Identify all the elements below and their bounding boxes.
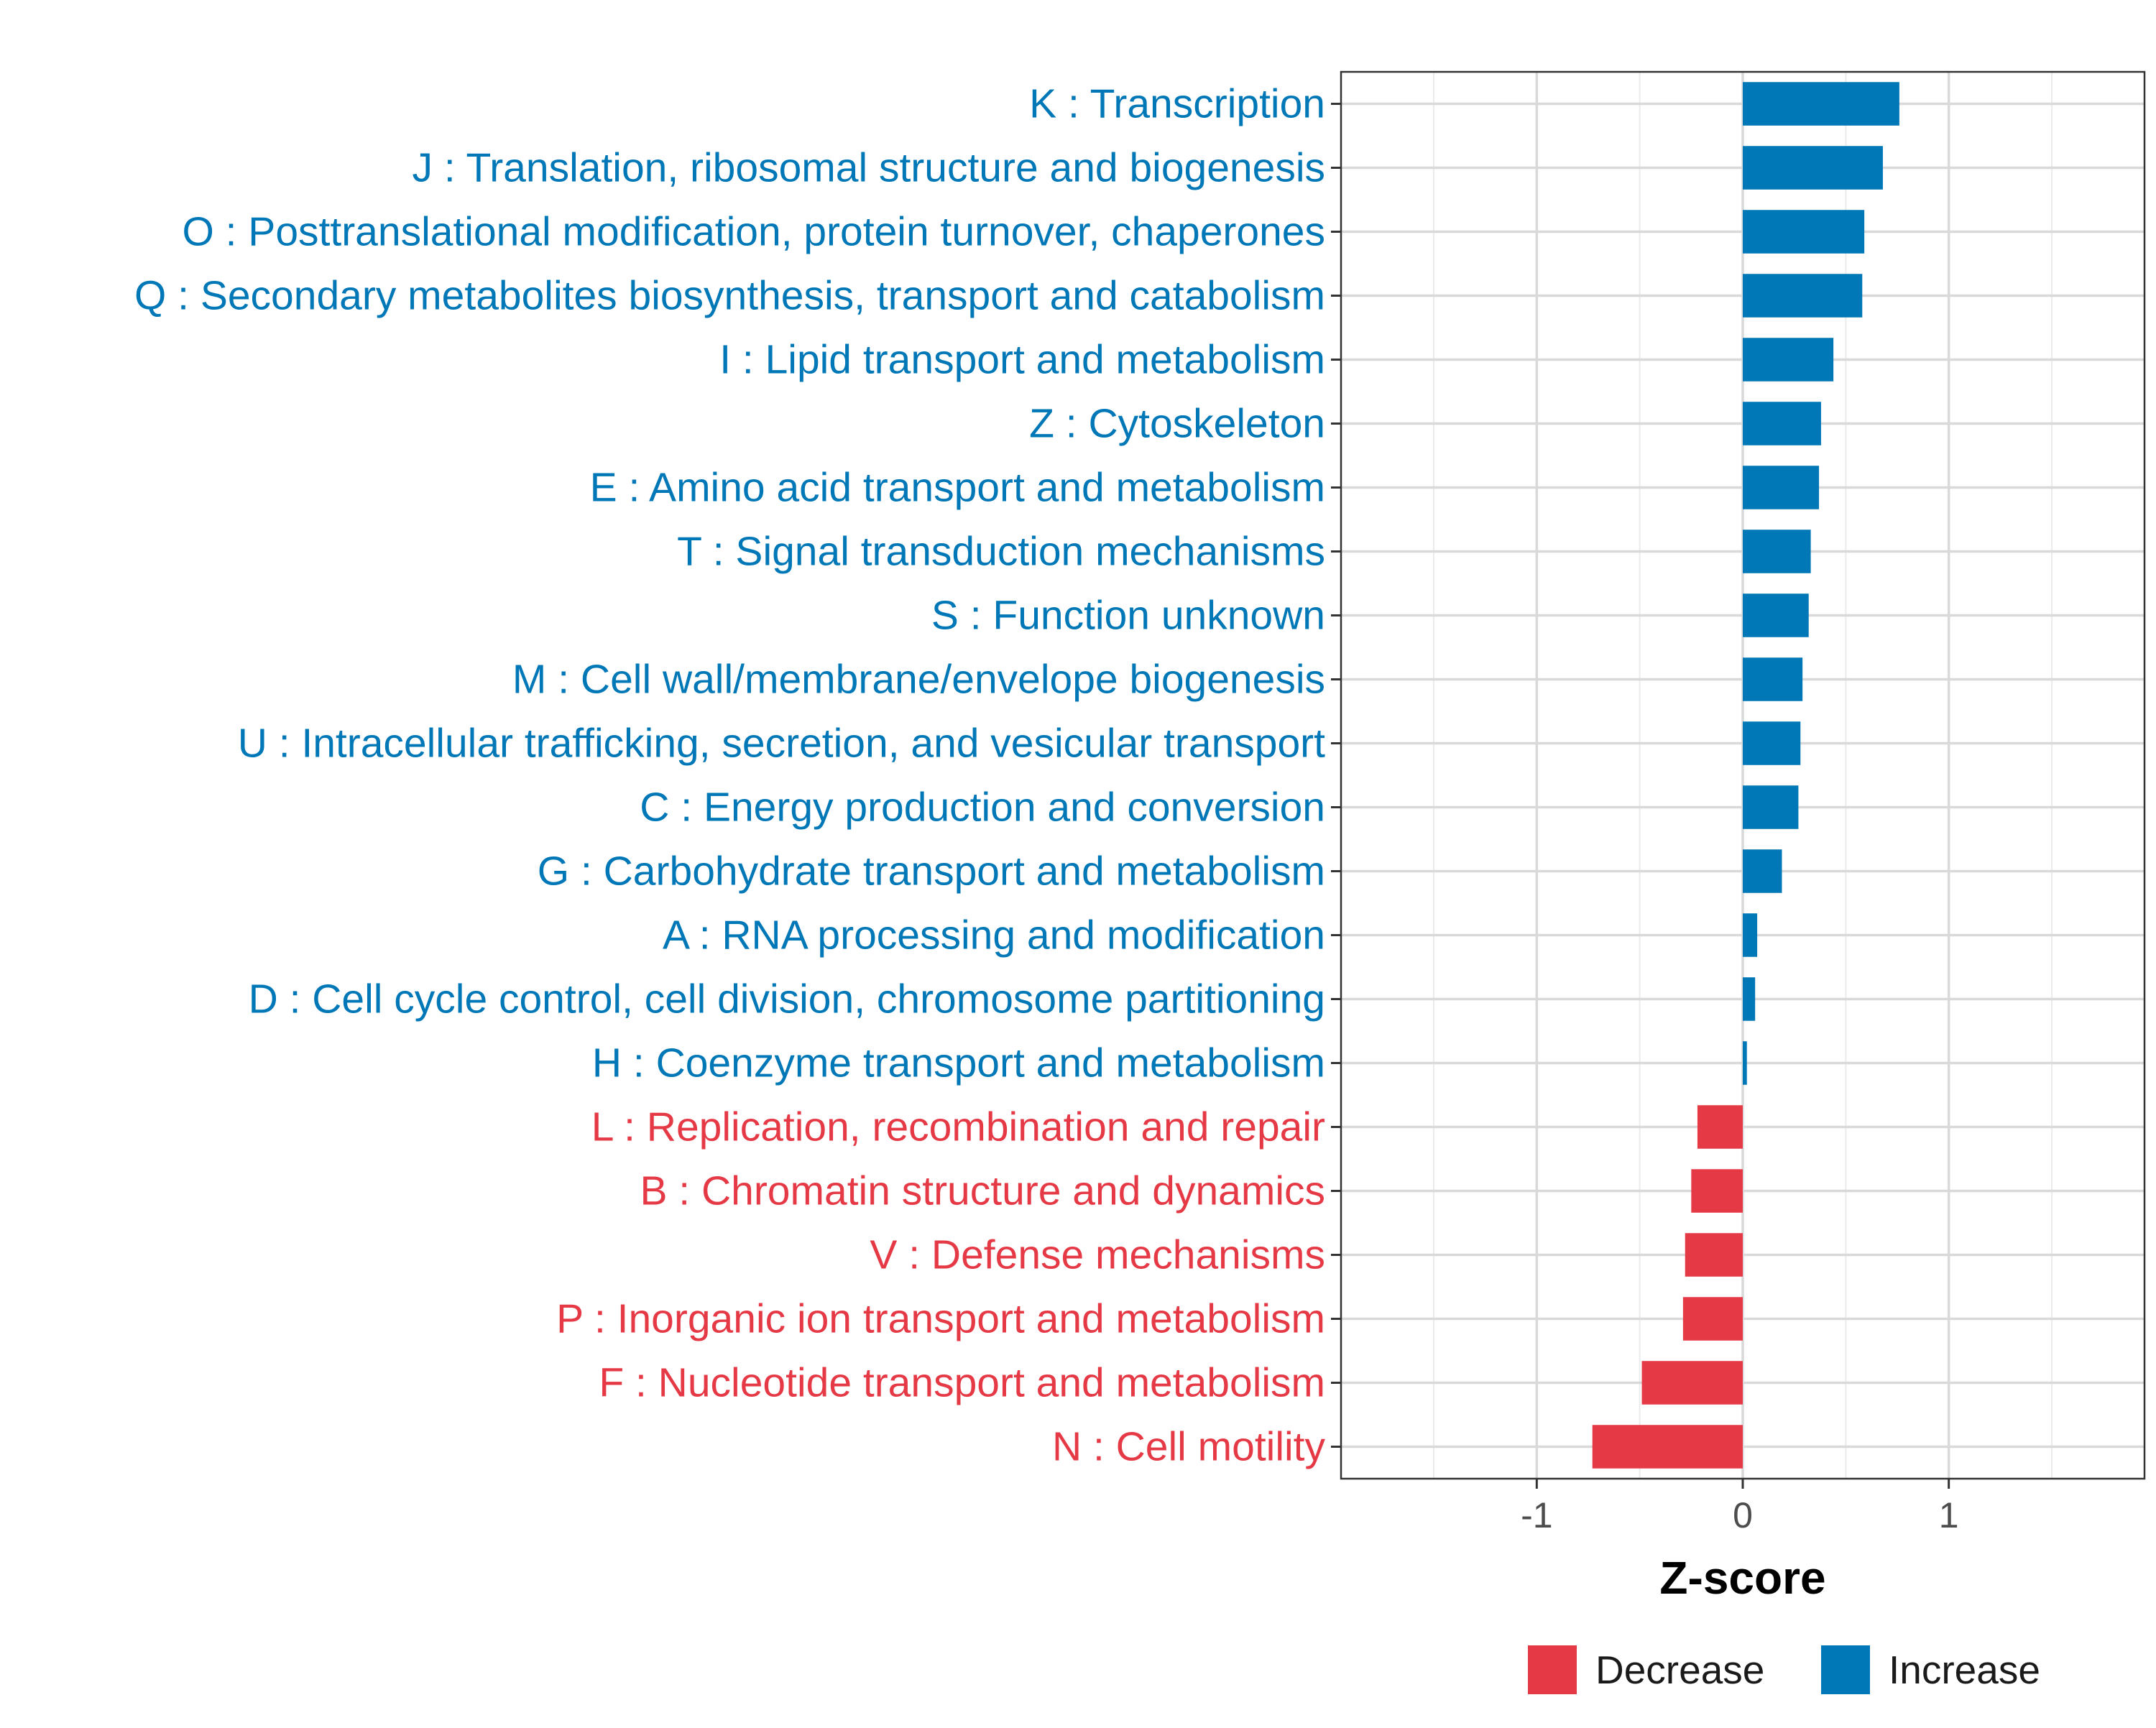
category-label: P : Inorganic ion transport and metaboli… — [556, 1296, 1325, 1342]
category-label: J : Translation, ribosomal structure and… — [413, 145, 1325, 191]
bar — [1697, 1105, 1743, 1149]
category-label: F : Nucleotide transport and metabolism — [599, 1360, 1325, 1406]
category-label: Q : Secondary metabolites biosynthesis, … — [134, 273, 1325, 319]
category-label: H : Coenzyme transport and metabolism — [592, 1040, 1325, 1086]
bar — [1743, 721, 1801, 765]
bar — [1743, 210, 1865, 254]
category-label: A : RNA processing and modification — [663, 912, 1325, 958]
category-label: K : Transcription — [1029, 81, 1325, 127]
bar — [1743, 657, 1803, 701]
legend-item: Increase — [1821, 1645, 2040, 1694]
category-label: I : Lipid transport and metabolism — [719, 337, 1325, 383]
x-axis-title: Z-score — [1659, 1552, 1825, 1604]
bars-layer — [1592, 82, 1899, 1469]
bar — [1743, 466, 1820, 509]
x-tick-label: -1 — [1521, 1495, 1552, 1535]
legend-key — [1528, 1645, 1577, 1694]
bar — [1743, 977, 1756, 1021]
bar — [1682, 1297, 1743, 1341]
bar — [1743, 338, 1834, 382]
category-label: D : Cell cycle control, cell division, c… — [249, 976, 1325, 1022]
bar — [1743, 274, 1863, 318]
category-label: G : Carbohydrate transport and metabolis… — [538, 849, 1325, 895]
bar — [1743, 593, 1809, 637]
category-label: N : Cell motility — [1052, 1424, 1326, 1470]
bar — [1685, 1233, 1743, 1277]
category-label: O : Posttranslational modification, prot… — [182, 209, 1325, 255]
bar — [1743, 785, 1799, 829]
legend-label: Increase — [1889, 1648, 2040, 1692]
category-label: B : Chromatin structure and dynamics — [640, 1168, 1325, 1214]
legend-label: Decrease — [1595, 1648, 1764, 1692]
bar — [1592, 1425, 1743, 1469]
bar — [1743, 146, 1883, 190]
category-label: U : Intracellular trafficking, secretion… — [238, 721, 1325, 767]
bar — [1743, 402, 1821, 445]
category-label: E : Amino acid transport and metabolism — [590, 465, 1325, 511]
category-label: S : Function unknown — [931, 593, 1325, 639]
category-label: L : Replication, recombination and repai… — [591, 1104, 1325, 1150]
bar — [1743, 1041, 1747, 1085]
x-tick-label: 0 — [1733, 1495, 1753, 1535]
x-axis: -1 0 1 — [1521, 1479, 1959, 1535]
category-label: Z : Cytoskeleton — [1029, 401, 1325, 447]
legend-key — [1821, 1645, 1870, 1694]
category-label: C : Energy production and conversion — [640, 785, 1325, 831]
category-label: V : Defense mechanisms — [870, 1232, 1325, 1278]
x-tick-label: 1 — [1939, 1495, 1959, 1535]
bar — [1743, 913, 1758, 957]
category-label: M : Cell wall/membrane/envelope biogenes… — [512, 657, 1325, 703]
legend-item: Decrease — [1528, 1645, 1764, 1694]
legend: Decrease Increase — [1528, 1645, 2040, 1694]
bar — [1743, 82, 1899, 126]
category-label: T : Signal transduction mechanisms — [677, 529, 1325, 575]
bar — [1691, 1169, 1743, 1213]
bar — [1641, 1361, 1743, 1405]
bar — [1743, 530, 1811, 573]
y-axis: K : Transcription J : Translation, riboso… — [134, 81, 1341, 1470]
bar — [1743, 849, 1782, 893]
